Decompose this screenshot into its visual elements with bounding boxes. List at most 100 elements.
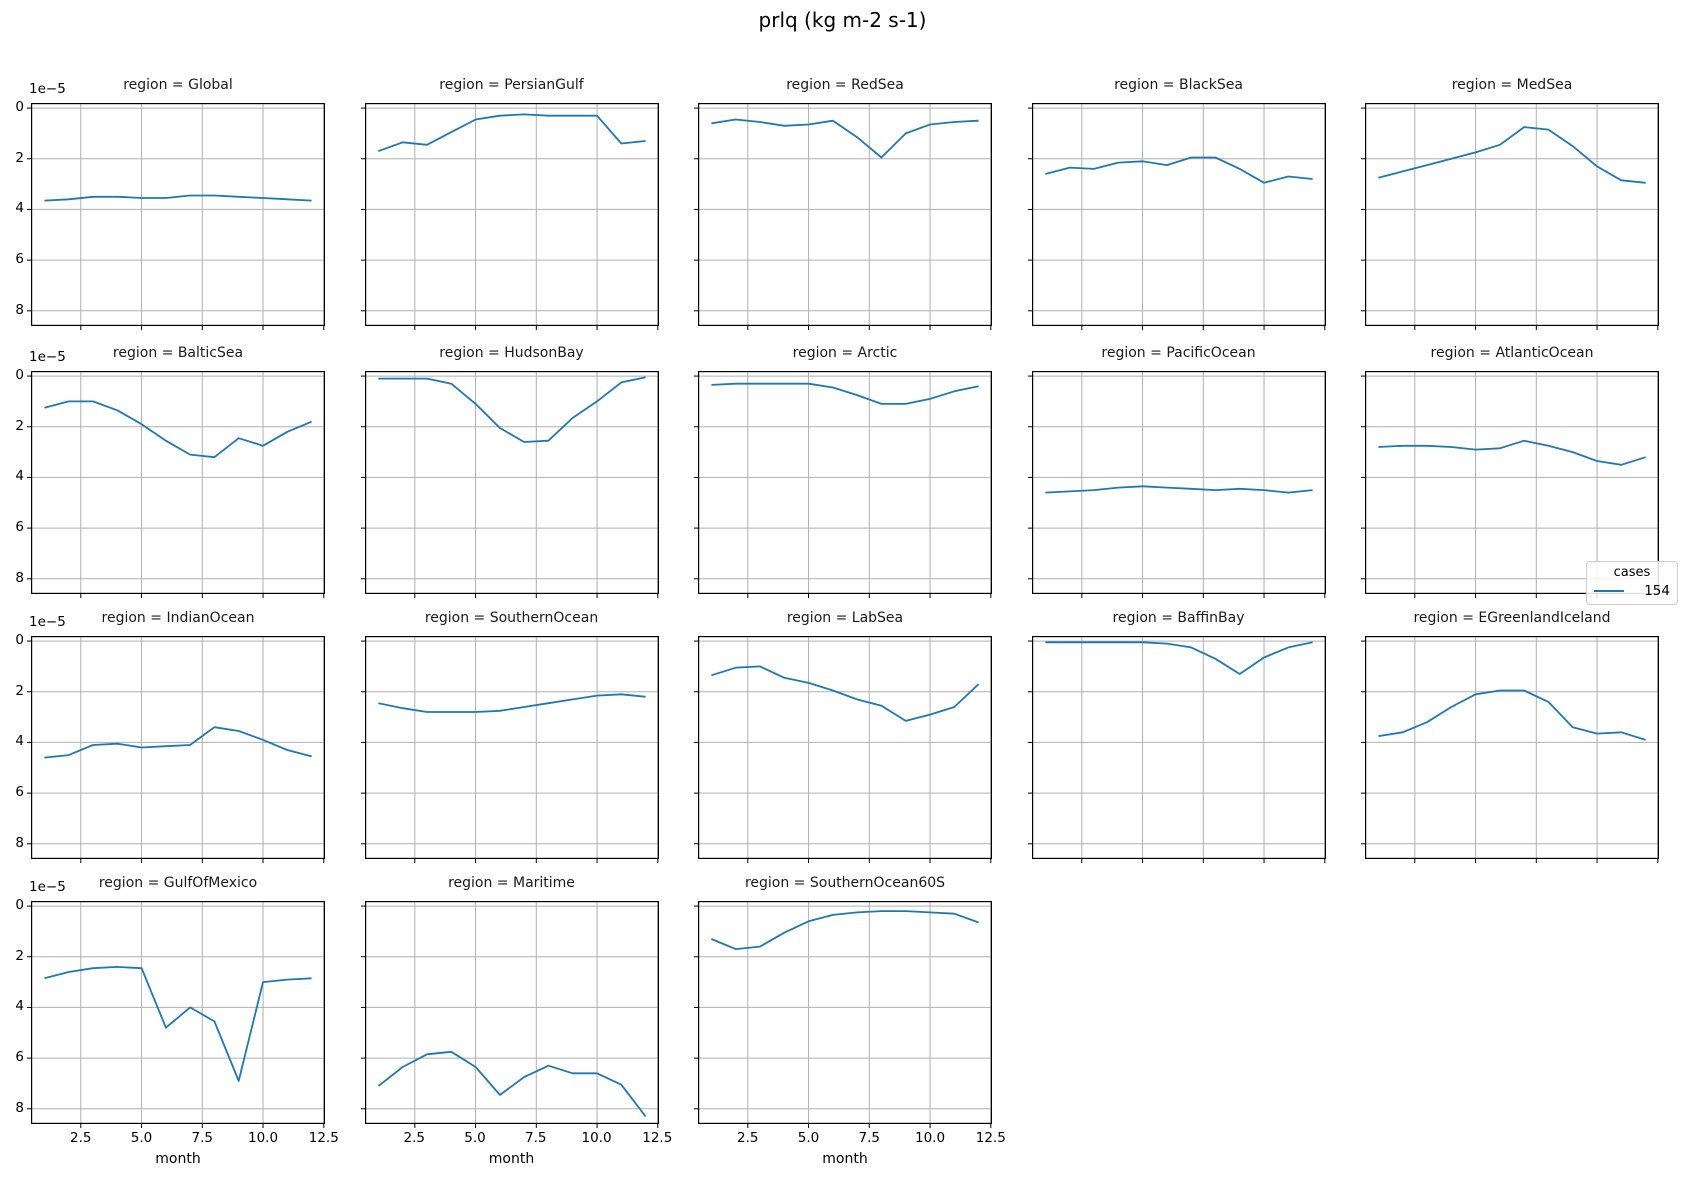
data-line-Arctic <box>711 382 979 405</box>
plot-area: 0 2 4 6 8 1e−5 <box>15 349 325 598</box>
y-tick-label: 2 <box>15 417 24 434</box>
axes-border <box>1365 103 1659 327</box>
plot-area <box>694 103 992 330</box>
plot-area <box>360 636 659 863</box>
facet-plot-svg <box>27 371 325 598</box>
y-tick-label: 4 <box>15 200 24 217</box>
axes-border <box>31 371 325 595</box>
axes-border <box>364 371 659 595</box>
y-tick-label: 2 <box>15 682 24 699</box>
facet-title: region = GulfOfMexico <box>98 875 258 891</box>
plot-area <box>1027 103 1326 330</box>
y-tick-label: 4 <box>15 468 24 485</box>
y-tick-label: 0 <box>15 632 24 649</box>
y-tick-label: 8 <box>15 1099 24 1116</box>
x-axis-label: month <box>822 1151 868 1167</box>
plot-area <box>360 103 659 330</box>
axes-border <box>31 103 325 327</box>
legend-entry: 154 <box>1594 583 1670 599</box>
facet-title: region = Arctic <box>792 345 898 361</box>
facet-title: region = BlackSea <box>1114 77 1243 93</box>
plot-area: 2.5 5.0 7.5 10.0 12.5 month <box>694 901 1006 1167</box>
plot-area <box>1361 636 1659 863</box>
x-axis-label: month <box>488 1151 535 1167</box>
facet-plot-svg <box>1027 636 1326 863</box>
y-tick-label: 0 <box>15 99 24 116</box>
x-tick-label: 12.5 <box>642 1130 673 1146</box>
axes-border <box>698 371 992 595</box>
data-line-Global <box>44 194 312 202</box>
plot-area <box>1361 371 1659 598</box>
legend-entry-label: 154 <box>1644 583 1670 599</box>
facet-plot-svg <box>360 901 659 1128</box>
plot-area <box>1027 371 1326 598</box>
facet-plot-svg <box>694 371 992 598</box>
axes-border <box>1031 636 1326 860</box>
axes-border <box>698 636 992 860</box>
x-tick-label: 2.5 <box>737 1130 759 1146</box>
axes-border <box>698 103 992 327</box>
x-tick-label: 7.5 <box>858 1130 881 1146</box>
x-tick-label: 2.5 <box>70 1130 92 1146</box>
y-tick-label: 0 <box>15 367 24 384</box>
axes-border <box>1365 371 1659 595</box>
x-tick-label: 2.5 <box>403 1130 426 1146</box>
y-tick-label: 4 <box>15 998 24 1015</box>
plot-area <box>1361 103 1659 330</box>
y-tick-label: 8 <box>15 569 24 586</box>
data-line-GulfOfMexico <box>44 966 312 1082</box>
data-line-LabSea <box>711 665 980 722</box>
data-line-IndianOcean <box>44 726 312 759</box>
facet-title: region = PersianGulf <box>439 77 584 93</box>
facet-plot-svg <box>1027 103 1326 330</box>
plot-area <box>360 371 659 598</box>
axes-border <box>364 103 659 327</box>
x-tick-label: 12.5 <box>308 1130 339 1146</box>
facet-title: region = BalticSea <box>112 345 244 361</box>
plot-area <box>694 371 992 598</box>
x-tick-label: 10.0 <box>248 1130 279 1146</box>
legend-title: cases <box>1613 565 1651 580</box>
facet-plot-svg <box>694 901 992 1128</box>
y-tick-label: 6 <box>15 519 24 536</box>
y-axis-offset-text: 1e−5 <box>29 81 66 97</box>
x-tick-label: 7.5 <box>191 1130 214 1146</box>
y-tick-label: 6 <box>15 1049 24 1066</box>
y-axis-offset-text: 1e−5 <box>29 879 66 895</box>
data-line-SouthernOcean60S <box>711 910 979 950</box>
x-tick-label: 7.5 <box>525 1130 547 1146</box>
data-line-BalticSea <box>44 400 312 459</box>
axes-border <box>698 901 992 1125</box>
facet-title: region = PacificOcean <box>1101 345 1256 361</box>
facet-plot-svg <box>1361 103 1659 330</box>
facet-title: region = Maritime <box>448 875 575 891</box>
x-tick-label: 5.0 <box>797 1130 820 1146</box>
plot-area: 2.5 5.0 7.5 10.0 12.5 month <box>360 901 672 1167</box>
facet-title: region = RedSea <box>786 77 904 93</box>
data-line-PersianGulf <box>377 113 646 152</box>
x-tick-label: 5.0 <box>130 1130 153 1146</box>
data-line-BaffinBay <box>1044 641 1313 675</box>
plot-area: 0 2 4 6 8 1e−5 <box>15 81 325 330</box>
axes-border <box>364 901 659 1125</box>
facet-plot-svg <box>1361 371 1659 598</box>
data-line-RedSea <box>711 118 979 159</box>
y-tick-label: 2 <box>15 149 24 166</box>
x-axis-label: month <box>155 1151 201 1167</box>
legend: cases 154 <box>1586 561 1678 605</box>
facet-title: region = LabSea <box>786 610 904 626</box>
facet-plot-svg <box>1027 371 1326 598</box>
x-tick-label: 12.5 <box>975 1130 1006 1146</box>
facet-plot-svg <box>27 636 325 863</box>
y-tick-label: 0 <box>15 897 24 914</box>
facet-plot-svg <box>1361 636 1659 863</box>
plot-area: 0 2 4 6 8 1e−5 <box>15 614 325 863</box>
facet-title: region = BaffinBay <box>1112 610 1245 626</box>
y-tick-label: 8 <box>15 301 24 318</box>
data-line-BlackSea <box>1044 156 1313 184</box>
facet-title: region = IndianOcean <box>101 610 255 626</box>
plot-area <box>1027 636 1326 863</box>
facet-title: region = SouthernOcean60S <box>744 875 946 891</box>
facet-title: region = EGreenlandIceland <box>1413 610 1611 626</box>
facet-title: region = AtlanticOcean <box>1430 345 1594 361</box>
